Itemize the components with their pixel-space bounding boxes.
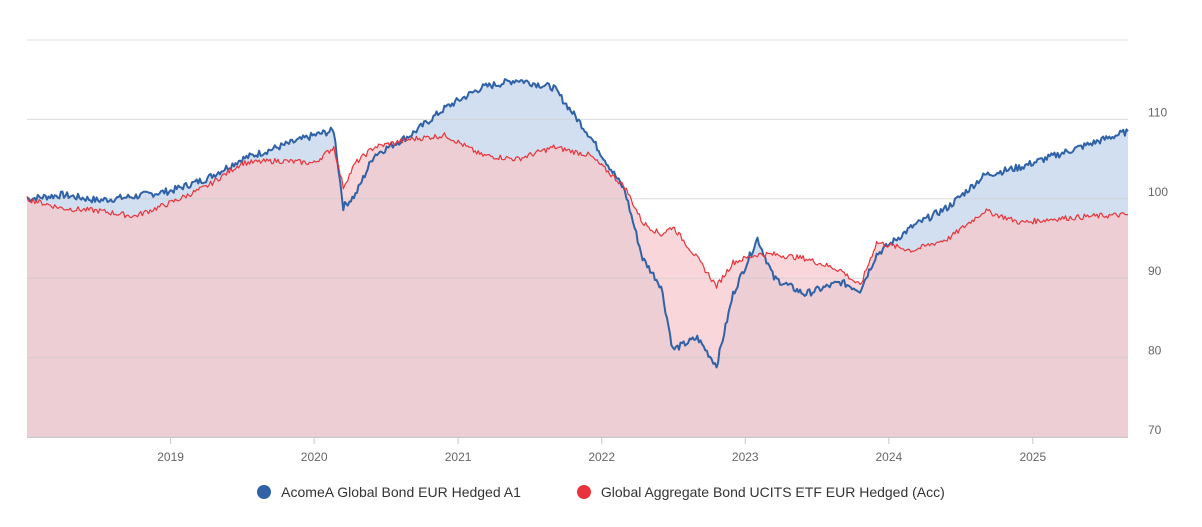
legend-label-series-1: AcomeA Global Bond EUR Hedged A1: [281, 484, 521, 500]
y-tick-label-100: 100: [1148, 185, 1168, 199]
series-2-line: [26, 132, 1129, 289]
x-tick-label-2022: 2022: [588, 450, 615, 464]
y-tick-label-70: 70: [1148, 423, 1162, 437]
x-tick-label-2020: 2020: [301, 450, 328, 464]
legend-label-series-2: Global Aggregate Bond UCITS ETF EUR Hedg…: [600, 484, 945, 500]
legend: AcomeA Global Bond EUR Hedged A1 Global …: [0, 484, 1202, 500]
x-tick-label-2021: 2021: [445, 450, 472, 464]
series-1-line: [26, 78, 1129, 369]
legend-marker-series-2: [576, 485, 591, 499]
x-tick-label-2024: 2024: [875, 450, 902, 464]
plot-area: 70 80 90 100 110 2019 2020 2021 2022 2023 2024 2025: [26, 39, 1168, 464]
legend-item-series-1[interactable]: AcomeA Global Bond EUR Hedged A1: [257, 484, 521, 500]
legend-marker-series-1: [257, 485, 272, 499]
x-tick-label-2019: 2019: [157, 450, 184, 464]
y-tick-label-80: 80: [1148, 344, 1162, 358]
legend-item-series-2[interactable]: Global Aggregate Bond UCITS ETF EUR Hedg…: [576, 484, 945, 500]
y-tick-label-90: 90: [1148, 264, 1162, 278]
x-tick-label-2025: 2025: [1019, 450, 1046, 464]
y-tick-label-110: 110: [1148, 105, 1167, 119]
x-tick-label-2023: 2023: [732, 450, 759, 464]
series-2-area: [27, 132, 1128, 438]
